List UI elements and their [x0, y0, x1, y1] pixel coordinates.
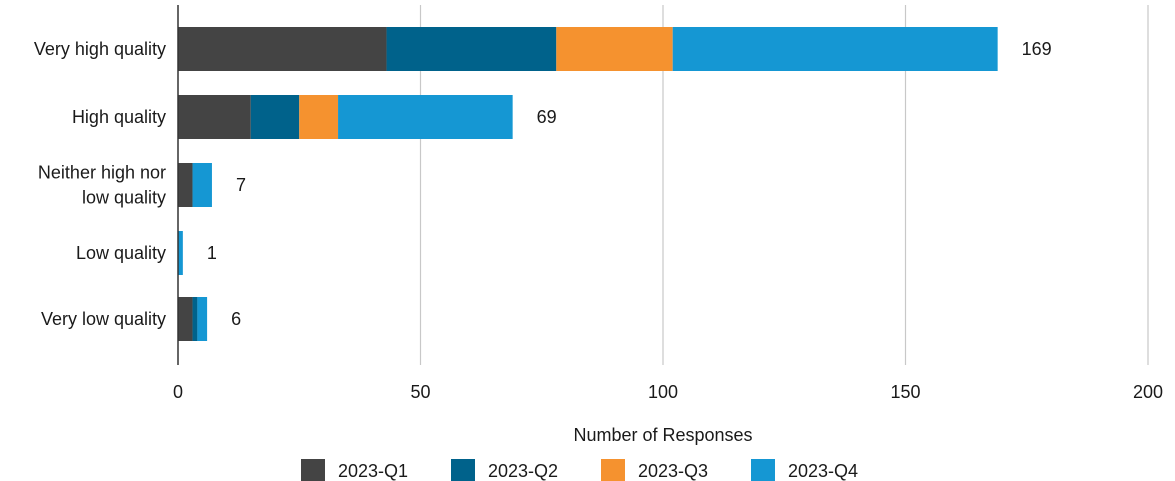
- legend-label: 2023-Q4: [788, 461, 858, 481]
- legend-label: 2023-Q1: [338, 461, 408, 481]
- legend-swatch: [451, 459, 475, 481]
- legend-item: 2023-Q3: [601, 459, 708, 481]
- legend-swatch: [301, 459, 325, 481]
- bar-segment: [386, 27, 557, 71]
- bars: [178, 27, 998, 341]
- category-labels: Very high quality High quality Neither hig…: [34, 39, 166, 329]
- x-tick-label: 50: [410, 382, 430, 402]
- x-tick-labels: 0 50 100 150 200: [173, 382, 1163, 402]
- bar-segment: [178, 163, 193, 207]
- bar-segment: [672, 27, 998, 71]
- total-label: 169: [1022, 39, 1052, 59]
- bar-segment: [178, 27, 387, 71]
- x-tick-label: 0: [173, 382, 183, 402]
- legend-label: 2023-Q3: [638, 461, 708, 481]
- legend-label: 2023-Q2: [488, 461, 558, 481]
- x-axis-title: Number of Responses: [573, 425, 752, 445]
- bar-segment: [299, 95, 339, 139]
- legend-item: 2023-Q4: [751, 459, 858, 481]
- bar-segment: [338, 95, 513, 139]
- legend-item: 2023-Q2: [451, 459, 558, 481]
- category-label: Very low quality: [41, 309, 166, 329]
- category-label: Very high quality: [34, 39, 166, 59]
- total-label: 6: [231, 309, 241, 329]
- legend: 2023-Q1 2023-Q2 2023-Q3 2023-Q4: [301, 459, 858, 481]
- x-tick-label: 200: [1133, 382, 1163, 402]
- total-label: 7: [236, 175, 246, 195]
- bar-segment: [556, 27, 673, 71]
- legend-swatch: [601, 459, 625, 481]
- bar-segment: [178, 231, 183, 275]
- bar-segment: [192, 163, 212, 207]
- bar-segment: [178, 95, 251, 139]
- total-label: 69: [537, 107, 557, 127]
- bar-segment: [250, 95, 300, 139]
- category-label: Low quality: [76, 243, 166, 263]
- total-label: 1: [207, 243, 217, 263]
- total-labels: 169 69 7 1 6: [207, 39, 1052, 329]
- x-tick-label: 150: [890, 382, 920, 402]
- category-label: High quality: [72, 107, 166, 127]
- category-label: Neither high nor: [38, 163, 166, 183]
- legend-item: 2023-Q1: [301, 459, 408, 481]
- bar-segment: [178, 297, 193, 341]
- category-label: low quality: [82, 188, 166, 208]
- bar-segment: [192, 297, 198, 341]
- bar-segment: [197, 297, 208, 341]
- x-tick-label: 100: [648, 382, 678, 402]
- legend-swatch: [751, 459, 775, 481]
